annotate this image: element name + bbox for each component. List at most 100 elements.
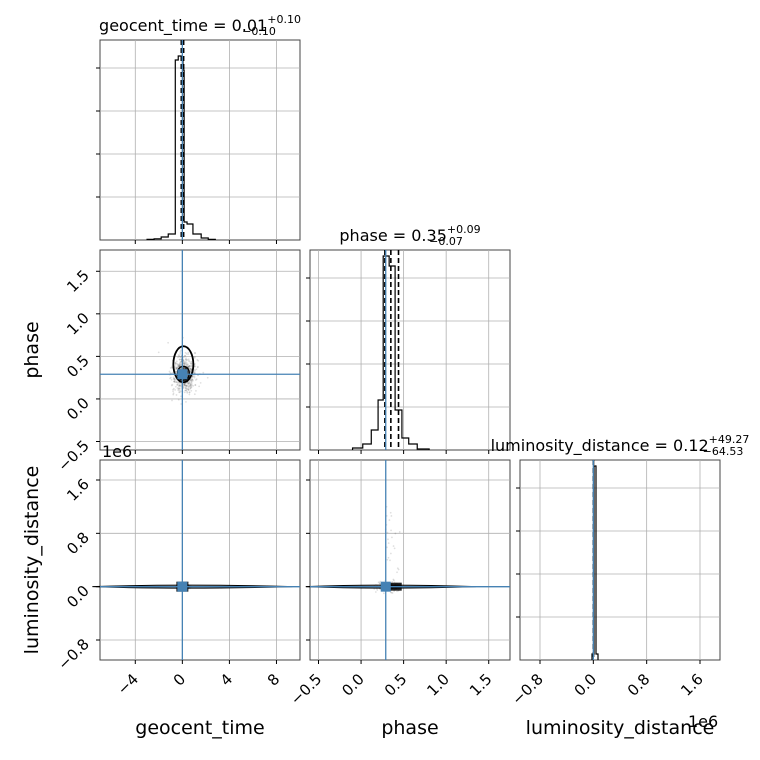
- scatter-point-geocent_time-phase-59: [188, 360, 191, 363]
- scatter-point-geocent_time-phase-234: [175, 360, 178, 363]
- scatter-point-geocent_time-phase-509: [196, 366, 199, 369]
- scatter-point-geocent_time-phase-118: [185, 389, 187, 392]
- scatter-point-geocent_time-phase-306: [180, 359, 183, 361]
- scatter-point-geocent_time-phase-166: [177, 366, 179, 369]
- scatter-point-geocent_time-phase-58: [187, 388, 190, 391]
- scatter-point-geocent_time-phase-612: [176, 365, 179, 368]
- scatter-point-geocent_time-phase-557: [197, 365, 199, 368]
- scatter-point-geocent_time-phase-151: [178, 363, 181, 366]
- scatter-point-geocent_time-phase-372: [191, 378, 194, 381]
- scatter-point-geocent_time-phase-531: [179, 356, 182, 358]
- scatter-point-geocent_time-phase-351: [193, 357, 196, 359]
- scatter-point-geocent_time-phase-520: [187, 382, 190, 385]
- truth-marker-geocent_time-phase: [177, 369, 188, 380]
- scatter-point-geocent_time-phase-138: [178, 358, 181, 361]
- scatter-point-geocent_time-phase-81: [182, 385, 185, 388]
- scatter-point-phase-luminosity_distance-11: [376, 589, 379, 591]
- scatter-point-geocent_time-phase-444: [195, 368, 198, 371]
- scatter-point-phase-luminosity_distance-105: [391, 581, 394, 583]
- scatter-point-geocent_time-phase-29: [171, 399, 173, 402]
- scatter-point-geocent_time-phase-628: [175, 380, 178, 383]
- scatter-point-geocent_time-phase-28: [183, 383, 186, 386]
- panel-phase-vs-geocent_time: [99, 249, 301, 451]
- scatter-point-geocent_time-phase-384: [184, 389, 186, 392]
- panel-luminosity_distance-vs-geocent_time: [99, 459, 301, 661]
- scatter-point-geocent_time-phase-590: [185, 387, 187, 389]
- xtick-label-geocent_time-2: 4: [217, 670, 236, 689]
- scatter-point-geocent_time-phase-147: [183, 362, 186, 365]
- xtick-label-luminosity_distance-1: 0.0: [571, 670, 601, 700]
- panel-phase-hist: [309, 249, 511, 451]
- xtick-label-phase-4: 1.5: [466, 670, 496, 700]
- scatter-point-geocent_time-phase-464: [175, 381, 178, 384]
- scatter-point-geocent_time-phase-631: [187, 353, 190, 356]
- scatter-point-geocent_time-phase-485: [175, 366, 178, 369]
- scatter-point-geocent_time-phase-495: [187, 358, 190, 361]
- scatter-point-geocent_time-phase-214: [178, 355, 180, 358]
- ytick-label-phase-0: −0.5: [54, 437, 92, 475]
- xlabel-geocent_time: geocent_time: [135, 717, 264, 739]
- scatter-point-geocent_time-phase-608: [191, 364, 193, 367]
- scatter-point-geocent_time-phase-201: [193, 370, 196, 373]
- scatter-point-geocent_time-phase-335: [185, 388, 188, 391]
- scatter-point-geocent_time-phase-176: [193, 352, 196, 354]
- title-luminosity_distance-plus: +49.27: [709, 433, 750, 446]
- scatter-point-geocent_time-phase-424: [176, 356, 179, 359]
- scatter-point-geocent_time-phase-345: [172, 393, 175, 396]
- scatter-outlier-16: [391, 536, 393, 539]
- scatter-point-geocent_time-phase-255: [185, 384, 188, 387]
- scatter-point-geocent_time-phase-282: [179, 349, 182, 352]
- scatter-point-geocent_time-phase-289: [176, 382, 179, 385]
- scatter-outlier-7: [396, 571, 398, 574]
- scatter-point-geocent_time-phase-320: [185, 362, 188, 365]
- scatter-point-geocent_time-phase-511: [187, 383, 190, 385]
- scatter-point-geocent_time-phase-416: [193, 376, 196, 379]
- scatter-point-geocent_time-phase-79: [198, 385, 201, 388]
- scatter-point-geocent_time-phase-159: [185, 389, 187, 392]
- scatter-point-geocent_time-phase-70: [191, 383, 193, 385]
- scatter-point-geocent_time-phase-82: [189, 368, 192, 371]
- scatter-point-geocent_time-phase-98: [197, 359, 200, 362]
- ytick-label-phase-3: 1.0: [63, 309, 93, 339]
- scatter-point-geocent_time-phase-529: [190, 377, 193, 380]
- scatter-point-geocent_time-phase-609: [185, 353, 188, 355]
- scatter-point-geocent_time-phase-607: [189, 367, 192, 370]
- scatter-point-geocent_time-phase-585: [171, 366, 173, 369]
- scatter-point-geocent_time-phase-55: [178, 358, 181, 361]
- scatter-point-geocent_time-phase-192: [180, 385, 182, 388]
- scatter-point-geocent_time-phase-449: [173, 377, 176, 380]
- offset-text-y-luminosity_distance: 1e6: [102, 442, 132, 461]
- scatter-point-geocent_time-phase-47: [187, 359, 190, 362]
- scatter-point-geocent_time-phase-545: [183, 384, 186, 387]
- scatter-point-geocent_time-phase-619: [189, 365, 192, 367]
- ytick-label-luminosity_distance-3: 1.6: [63, 475, 93, 505]
- scatter-point-geocent_time-phase-196: [178, 389, 181, 392]
- scatter-point-geocent_time-phase-407: [187, 365, 190, 368]
- scatter-point-geocent_time-phase-350: [179, 387, 181, 390]
- scatter-point-geocent_time-phase-325: [202, 371, 205, 374]
- scatter-point-geocent_time-phase-126: [186, 385, 189, 387]
- scatter-point-geocent_time-phase-280: [175, 367, 178, 370]
- scatter-point-geocent_time-phase-182: [191, 379, 194, 382]
- scatter-point-geocent_time-phase-187: [179, 351, 182, 353]
- scatter-point-geocent_time-phase-480: [186, 365, 189, 367]
- scatter-point-geocent_time-phase-175: [179, 384, 181, 387]
- scatter-point-geocent_time-phase-148: [169, 376, 172, 379]
- scatter-point-geocent_time-phase-482: [192, 371, 195, 374]
- grid-lines: [100, 40, 720, 660]
- scatter-point-geocent_time-phase-220: [185, 401, 187, 403]
- scatter-point-geocent_time-phase-128: [178, 381, 181, 384]
- scatter-point-geocent_time-phase-34: [190, 389, 193, 392]
- histogram-luminosity_distance: [591, 465, 599, 660]
- scatter-point-phase-luminosity_distance-169: [378, 582, 381, 584]
- scatter-point-geocent_time-phase-0: [206, 376, 209, 379]
- scatter-point-geocent_time-phase-52: [187, 388, 190, 391]
- scatter-point-geocent_time-phase-546: [179, 363, 182, 366]
- scatter-outlier-8: [386, 531, 389, 534]
- scatter-point-geocent_time-phase-455: [176, 381, 179, 384]
- scatter-point-geocent_time-phase-379: [172, 387, 175, 390]
- scatter-point-phase-luminosity_distance-60: [379, 580, 382, 583]
- scatter-point-geocent_time-phase-582: [168, 370, 171, 373]
- scatter-outlier-11: [389, 559, 391, 562]
- scatter-point-geocent_time-phase-30: [188, 393, 191, 396]
